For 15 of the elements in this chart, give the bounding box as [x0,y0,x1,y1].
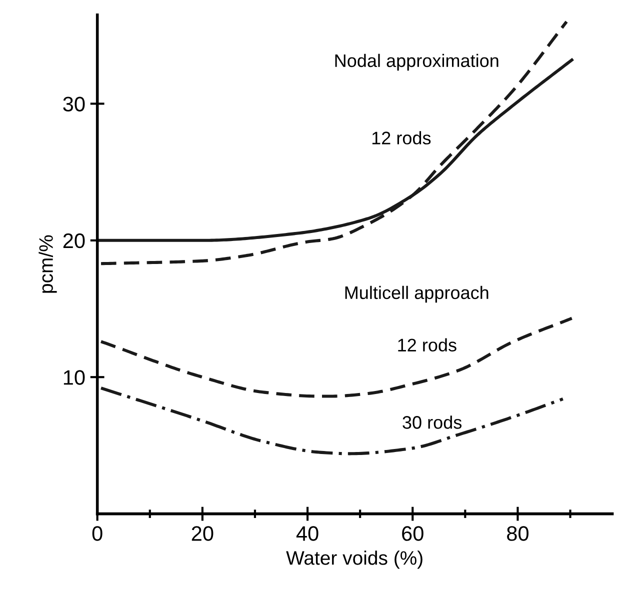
y-tick-label: 20 [63,233,85,248]
annotation: 12 rods [398,338,456,352]
x-tick-label: 60 [402,526,424,541]
y-axis-title: pcm/% [38,235,57,293]
x-axis-title: Water voids (%) [286,550,422,569]
x-tick-label: 20 [192,526,214,541]
x-tick-label: 80 [507,526,528,541]
annotation: Nodal approximation [335,54,498,71]
y-tick-label: 10 [64,370,85,385]
annotation: 12 rods [372,131,431,144]
annotation: 30 rods [402,416,462,429]
y-tick-label: 30 [63,96,85,112]
annotation: Multicell approach [345,286,488,303]
x-tick-label: 0 [92,526,102,541]
x-tick-label: 40 [296,526,318,541]
